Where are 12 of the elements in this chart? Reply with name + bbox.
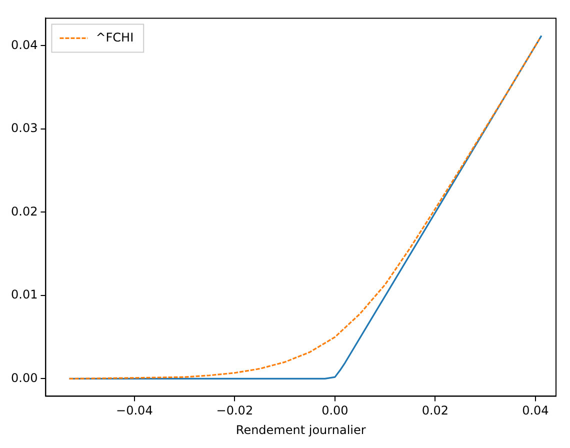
- y-tick-label: 0.02: [11, 204, 38, 218]
- y-tick-label: 0.01: [11, 288, 38, 302]
- x-tick-label: 0.02: [422, 404, 449, 418]
- x-tick-label: −0.02: [216, 404, 254, 418]
- legend-label: ^FCHI: [96, 30, 134, 44]
- y-tick-label: 0.00: [11, 370, 38, 385]
- x-tick-label: 0.04: [522, 404, 549, 418]
- y-tick-label: 0.03: [11, 121, 38, 136]
- x-tick-label: −0.04: [116, 404, 153, 418]
- x-axis-title: Rendement journalier: [236, 422, 366, 437]
- y-tick-label: 0.04: [11, 38, 38, 52]
- x-tick-label: 0.00: [322, 404, 348, 418]
